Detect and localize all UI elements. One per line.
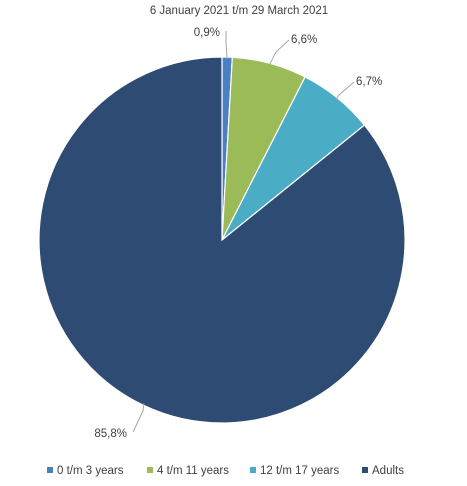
- legend-item-4-t-m-11-years: 4 t/m 11 years: [147, 465, 229, 477]
- leader-line-adults: [132, 403, 145, 433]
- legend-swatch-adults: [362, 467, 368, 473]
- legend-label-adults: Adults: [372, 465, 404, 477]
- legend-swatch-4-t-m-11-years: [147, 467, 153, 473]
- leader-line-0-t-m-3-years: [225, 31, 228, 60]
- data-label-4-t-m-11-years: 6,6%: [291, 34, 317, 46]
- legend-label-12-t-m-17-years: 12 t/m 17 years: [260, 465, 340, 477]
- slice-adults: [38, 56, 406, 424]
- data-label-12-t-m-17-years: 6,7%: [356, 76, 382, 88]
- leader-lines: [132, 31, 355, 433]
- legend-item-12-t-m-17-years: 12 t/m 17 years: [250, 465, 340, 477]
- data-label-0-t-m-3-years: 0,9%: [194, 27, 220, 39]
- data-label-adults: 85,8%: [94, 428, 127, 440]
- legend: 0 t/m 3 years 4 t/m 11 years 12 t/m 17 yea…: [47, 465, 404, 477]
- legend-swatch-12-t-m-17-years: [250, 467, 256, 473]
- legend-item-0-t-m-3-years: 0 t/m 3 years: [47, 465, 124, 477]
- pie-slices: [38, 56, 406, 424]
- legend-swatch-0-t-m-3-years: [47, 467, 53, 473]
- legend-item-adults: Adults: [362, 465, 404, 477]
- legend-label-0-t-m-3-years: 0 t/m 3 years: [57, 465, 124, 477]
- legend-label-4-t-m-11-years: 4 t/m 11 years: [157, 465, 229, 477]
- data-labels: 0,9% 6,6% 6,7% 85,8%: [94, 27, 382, 440]
- leader-line-12-t-m-17-years: [335, 81, 355, 100]
- leader-line-4-t-m-11-years: [268, 39, 290, 66]
- chart-title: 6 January 2021 t/m 29 March 2021: [150, 5, 328, 17]
